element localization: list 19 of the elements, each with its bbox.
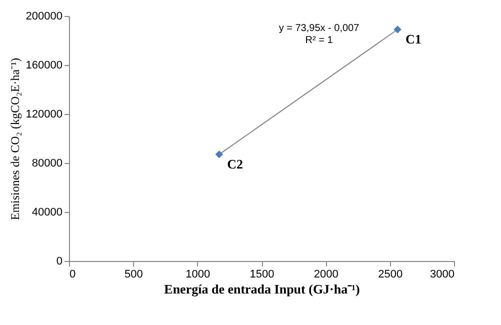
x-tick-label: 3000 (430, 268, 454, 280)
annotation: C1 (406, 31, 422, 46)
x-tick-label: 1000 (186, 268, 210, 280)
x-tick-label: 2000 (314, 268, 338, 280)
y-tick-label: 40000 (32, 206, 62, 218)
y-tick-label: 120000 (26, 108, 62, 120)
x-tick-label: 0 (70, 268, 76, 280)
y-tick-label: 80000 (32, 158, 62, 170)
annotation: y = 73,95x - 0,007 (278, 23, 360, 34)
x-tick-label: 1500 (250, 268, 274, 280)
x-tick-label: 2500 (378, 268, 403, 280)
x-axis-title: Energía de entrada Input (GJ·ha⁻¹) (164, 282, 360, 296)
annotation: C2 (227, 156, 244, 172)
y-axis-title: Emisiones de CO₂ (kgCO₂E·ha⁻¹) (8, 58, 22, 220)
y-tick-label: 160000 (26, 60, 62, 72)
x-tick-label: 500 (124, 268, 143, 280)
y-tick-label: 200000 (26, 10, 62, 22)
y-tick-label: 0 (56, 256, 62, 268)
annotation: R² = 1 (305, 35, 334, 46)
